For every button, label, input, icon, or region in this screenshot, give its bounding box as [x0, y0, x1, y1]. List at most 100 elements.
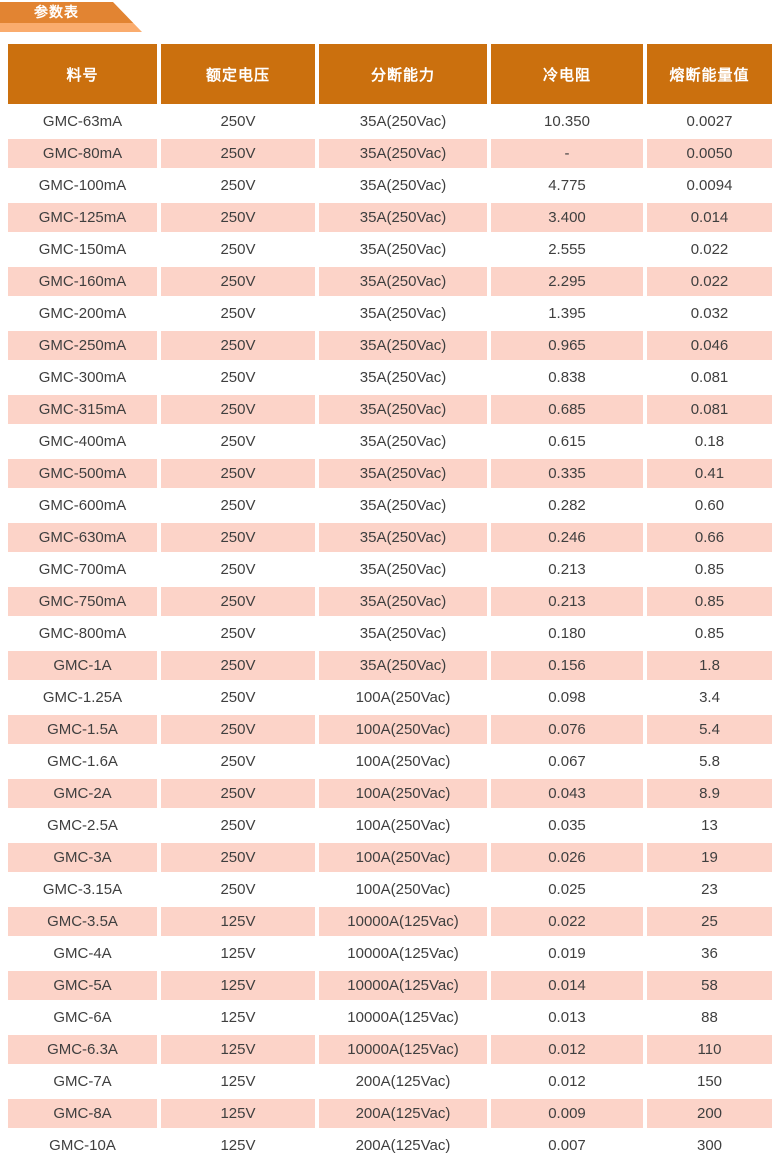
- table-cell: 3.4: [647, 683, 772, 712]
- table-cell: 35A(250Vac): [319, 299, 487, 328]
- table-cell: 250V: [161, 555, 315, 584]
- table-row: GMC-1A 250V 35A(250Vac) 0.156 1.8: [8, 651, 772, 680]
- table-cell: 0.0094: [647, 171, 772, 200]
- header-cell-2: 分断能力: [319, 44, 487, 104]
- table-row: GMC-6A 125V 10000A(125Vac) 0.013 88: [8, 1003, 772, 1032]
- table-cell: 0.213: [491, 587, 643, 616]
- table-cell: 250V: [161, 587, 315, 616]
- table-cell: 0.18: [647, 427, 772, 456]
- table-cell: 0.076: [491, 715, 643, 744]
- table-cell: 250V: [161, 651, 315, 680]
- table-cell: 35A(250Vac): [319, 235, 487, 264]
- table-cell: 250V: [161, 491, 315, 520]
- table-body: GMC-63mA 250V 35A(250Vac) 10.350 0.0027 GMC-8…: [8, 107, 772, 1160]
- table-cell: 0.66: [647, 523, 772, 552]
- table-row: GMC-150mA 250V 35A(250Vac) 2.555 0.022: [8, 235, 772, 264]
- table-row: GMC-250mA 250V 35A(250Vac) 0.965 0.046: [8, 331, 772, 360]
- section-tab-parameter-table: 参数表: [0, 2, 142, 32]
- table-cell: 0.85: [647, 587, 772, 616]
- table-cell: 100A(250Vac): [319, 843, 487, 872]
- table-cell: 35A(250Vac): [319, 107, 487, 136]
- table-row: GMC-700mA 250V 35A(250Vac) 0.213 0.85: [8, 555, 772, 584]
- table-cell: GMC-700mA: [8, 555, 157, 584]
- table-row: GMC-100mA 250V 35A(250Vac) 4.775 0.0094: [8, 171, 772, 200]
- table-cell: 19: [647, 843, 772, 872]
- table-cell: 125V: [161, 1035, 315, 1064]
- table-row: GMC-7A 125V 200A(125Vac) 0.012 150: [8, 1067, 772, 1096]
- table-cell: 0.0050: [647, 139, 772, 168]
- table-cell: 35A(250Vac): [319, 523, 487, 552]
- table-cell: GMC-630mA: [8, 523, 157, 552]
- table-cell: 100A(250Vac): [319, 683, 487, 712]
- table-row: GMC-3.5A 125V 10000A(125Vac) 0.022 25: [8, 907, 772, 936]
- table-cell: 250V: [161, 523, 315, 552]
- table-cell: 23: [647, 875, 772, 904]
- table-cell: 0.022: [647, 267, 772, 296]
- table-cell: 125V: [161, 939, 315, 968]
- section-tab-label: 参数表: [34, 4, 79, 20]
- table-cell: 0.60: [647, 491, 772, 520]
- table-cell: GMC-315mA: [8, 395, 157, 424]
- table-cell: 250V: [161, 619, 315, 648]
- table-row: GMC-1.6A 250V 100A(250Vac) 0.067 5.8: [8, 747, 772, 776]
- table-cell: GMC-600mA: [8, 491, 157, 520]
- table-row: GMC-2.5A 250V 100A(250Vac) 0.035 13: [8, 811, 772, 840]
- table-row: GMC-63mA 250V 35A(250Vac) 10.350 0.0027: [8, 107, 772, 136]
- table-cell: 110: [647, 1035, 772, 1064]
- table-cell: 125V: [161, 907, 315, 936]
- table-cell: 0.007: [491, 1131, 643, 1160]
- table-cell: 0.046: [647, 331, 772, 360]
- table-cell: 100A(250Vac): [319, 747, 487, 776]
- table-cell: 0.0027: [647, 107, 772, 136]
- table-row: GMC-400mA 250V 35A(250Vac) 0.615 0.18: [8, 427, 772, 456]
- table-cell: 0.85: [647, 555, 772, 584]
- table-cell: 250V: [161, 107, 315, 136]
- table-cell: 250V: [161, 171, 315, 200]
- table-cell: GMC-500mA: [8, 459, 157, 488]
- table-cell: 5.8: [647, 747, 772, 776]
- table-cell: GMC-7A: [8, 1067, 157, 1096]
- table-cell: 0.022: [491, 907, 643, 936]
- table-cell: 0.012: [491, 1067, 643, 1096]
- table-cell: GMC-6A: [8, 1003, 157, 1032]
- table-cell: 3.400: [491, 203, 643, 232]
- table-cell: GMC-800mA: [8, 619, 157, 648]
- table-cell: 0.022: [647, 235, 772, 264]
- table-cell: 100A(250Vac): [319, 715, 487, 744]
- table-cell: 250V: [161, 459, 315, 488]
- table-cell: 250V: [161, 683, 315, 712]
- table-cell: 0.019: [491, 939, 643, 968]
- table-cell: 35A(250Vac): [319, 491, 487, 520]
- table-row: GMC-630mA 250V 35A(250Vac) 0.246 0.66: [8, 523, 772, 552]
- table-cell: 35A(250Vac): [319, 459, 487, 488]
- table-cell: 200A(125Vac): [319, 1099, 487, 1128]
- table-cell: 10000A(125Vac): [319, 939, 487, 968]
- table-cell: 0.85: [647, 619, 772, 648]
- table-row: GMC-200mA 250V 35A(250Vac) 1.395 0.032: [8, 299, 772, 328]
- table-cell: 0.965: [491, 331, 643, 360]
- table-cell: 200: [647, 1099, 772, 1128]
- parameter-table: 料号 额定电压 分断能力 冷电阻 熔断能量值 GMC-63mA 250V 35A(250Va…: [4, 41, 776, 1163]
- table-cell: 250V: [161, 139, 315, 168]
- table-row: GMC-2A 250V 100A(250Vac) 0.043 8.9: [8, 779, 772, 808]
- table-cell: GMC-10A: [8, 1131, 157, 1160]
- table-cell: 4.775: [491, 171, 643, 200]
- table-cell: 0.685: [491, 395, 643, 424]
- table-cell: 88: [647, 1003, 772, 1032]
- table-cell: 125V: [161, 1131, 315, 1160]
- table-cell: 0.156: [491, 651, 643, 680]
- table-cell: GMC-200mA: [8, 299, 157, 328]
- table-cell: 125V: [161, 1067, 315, 1096]
- table-cell: GMC-100mA: [8, 171, 157, 200]
- table-cell: 125V: [161, 1003, 315, 1032]
- table-cell: 0.012: [491, 1035, 643, 1064]
- table-cell: 58: [647, 971, 772, 1000]
- table-row: GMC-8A 125V 200A(125Vac) 0.009 200: [8, 1099, 772, 1128]
- table-cell: 0.081: [647, 395, 772, 424]
- table-row: GMC-80mA 250V 35A(250Vac) -0.0050: [8, 139, 772, 168]
- table-cell: 35A(250Vac): [319, 363, 487, 392]
- table-cell: 250V: [161, 299, 315, 328]
- table-cell: GMC-3A: [8, 843, 157, 872]
- table-cell: 100A(250Vac): [319, 875, 487, 904]
- table-cell: 0.246: [491, 523, 643, 552]
